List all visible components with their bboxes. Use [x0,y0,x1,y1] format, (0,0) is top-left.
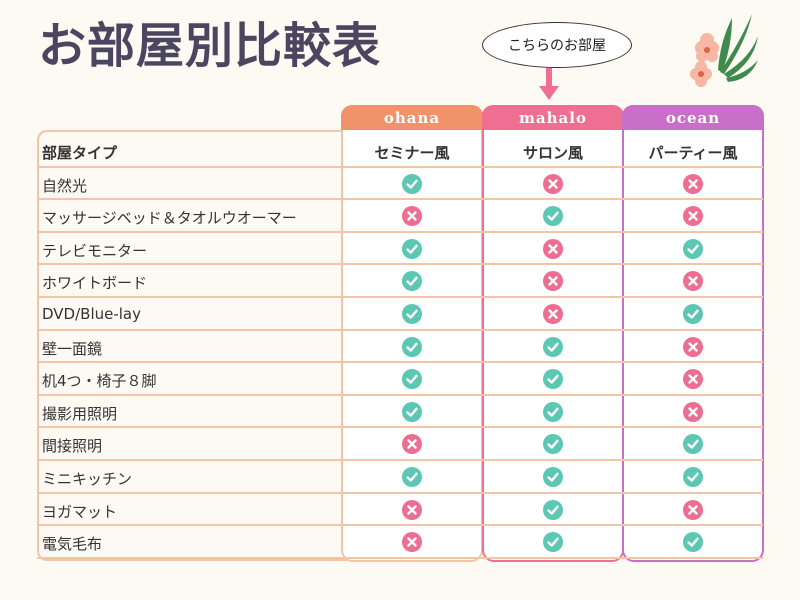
feature-label: 電気毛布 [42,535,103,553]
feature-label: ミニキッチン [42,470,133,488]
room-tab-ohana: ohana [341,105,483,130]
check-circle-icon [402,271,422,291]
check-circle-icon [683,467,703,487]
room-type-mahalo: サロン風 [522,144,583,162]
check-circle-icon [402,402,422,422]
arrow-down-icon [539,68,559,100]
check-circle-icon [543,402,563,422]
row-divider [37,394,763,396]
row-divider [37,329,763,331]
check-circle-icon [543,434,563,454]
feature-label: 壁一面鏡 [42,340,103,358]
x-circle-icon [402,206,422,226]
feature-label: テレビモニター [42,242,148,260]
feature-label: 撮影用照明 [42,405,118,423]
x-circle-icon [683,174,703,194]
check-circle-icon [402,174,422,194]
row-divider [37,198,763,200]
row-divider [37,166,763,168]
check-circle-icon [683,532,703,552]
check-circle-icon [543,532,563,552]
room-type-ohana: セミナー風 [374,144,450,162]
check-circle-icon [683,304,703,324]
page-title: お部屋別比較表 [38,18,382,74]
x-circle-icon [402,500,422,520]
feature-table [37,130,353,561]
row-divider [37,459,763,461]
x-circle-icon [683,337,703,357]
x-circle-icon [402,434,422,454]
x-circle-icon [683,500,703,520]
check-circle-icon [402,467,422,487]
row-divider [37,296,763,298]
feature-label: ヨガマット [42,503,118,521]
row-divider [37,231,763,233]
feature-label: 自然光 [42,177,88,195]
x-circle-icon [402,532,422,552]
x-circle-icon [543,304,563,324]
feature-label: 机4つ・椅子８脚 [42,372,157,390]
row-divider [37,426,763,428]
check-circle-icon [683,239,703,259]
check-circle-icon [543,500,563,520]
feature-label: 間接照明 [42,437,103,455]
room-tab-mahalo: mahalo [482,105,624,130]
row-divider [37,361,763,363]
header-label: 部屋タイプ [42,144,118,162]
check-circle-icon [402,369,422,389]
check-circle-icon [543,467,563,487]
callout-bubble: こちらのお部屋 [482,22,632,68]
row-divider [37,524,763,526]
x-circle-icon [683,206,703,226]
check-circle-icon [543,369,563,389]
check-circle-icon [683,434,703,454]
check-circle-icon [543,206,563,226]
x-circle-icon [683,271,703,291]
room-tab-ocean: ocean [622,105,764,130]
check-circle-icon [402,304,422,324]
feature-label: DVD/Blue-lay [42,305,141,323]
x-circle-icon [543,174,563,194]
callout-text: こちらのお部屋 [508,38,606,54]
check-circle-icon [402,239,422,259]
flower-decoration-icon [690,14,758,87]
room-type-ocean: パーティー風 [648,144,738,162]
row-divider [37,263,763,265]
x-circle-icon [683,402,703,422]
x-circle-icon [543,271,563,291]
check-circle-icon [543,337,563,357]
feature-label: ホワイトボード [42,274,148,292]
row-divider [37,492,763,494]
x-circle-icon [683,369,703,389]
row-divider [37,557,763,559]
feature-label: マッサージベッド＆タオルウオーマー [42,209,297,227]
check-circle-icon [402,337,422,357]
x-circle-icon [543,239,563,259]
